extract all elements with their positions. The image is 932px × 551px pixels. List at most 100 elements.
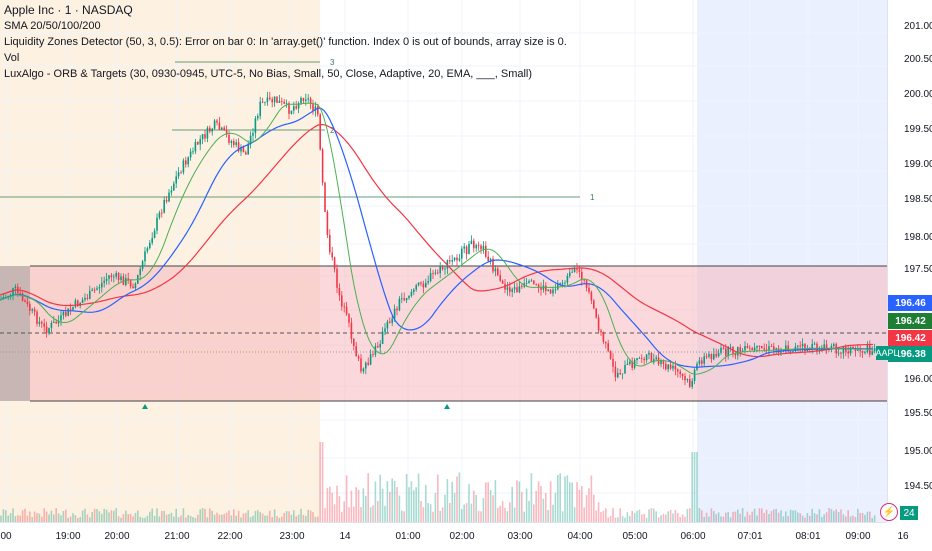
candle-body — [153, 230, 156, 239]
volume-bar — [737, 509, 739, 522]
candle-body — [420, 282, 422, 284]
candle-body — [518, 286, 521, 293]
alerts-counter[interactable]: 24 — [900, 506, 918, 520]
candle-body — [410, 291, 413, 296]
candle-body — [161, 212, 163, 214]
volume-bar — [588, 488, 590, 522]
candle-body — [643, 359, 645, 361]
candle-body — [665, 363, 667, 370]
chart-area[interactable]: 3 2 1 ( Apple Inc · 1 · NASDAQ SMA 20/50… — [0, 0, 887, 522]
sma-legend[interactable]: SMA 20/50/100/200 — [4, 20, 101, 32]
volume-bar — [319, 442, 321, 522]
candle-body — [67, 308, 69, 316]
volume-bar — [24, 508, 26, 522]
candle-body — [216, 120, 218, 123]
candle-body — [300, 97, 302, 104]
volume-bar — [209, 508, 211, 522]
candle-body — [607, 343, 609, 352]
volume-bar — [775, 508, 777, 522]
volume-bar — [103, 508, 105, 522]
volume-bar — [809, 515, 811, 522]
candle-body — [525, 282, 528, 284]
candle-body — [825, 344, 828, 349]
volume-bar — [614, 517, 617, 522]
volume-bar — [161, 510, 163, 522]
candle-body — [833, 344, 835, 346]
volume-bar — [571, 482, 573, 522]
candle-body — [249, 135, 252, 144]
candle-body — [710, 354, 713, 360]
volume-bar — [278, 517, 281, 522]
candle-body — [871, 351, 873, 355]
time-tick-label: 19:00 — [55, 531, 81, 542]
volume-bar — [473, 490, 475, 522]
candle-body — [177, 172, 180, 177]
lzd-legend[interactable]: Liquidity Zones Detector (50, 3, 0.5): E… — [4, 36, 567, 48]
volume-bar — [377, 500, 379, 522]
volume-bar — [386, 481, 389, 522]
volume-bar — [581, 486, 583, 522]
candle-body — [403, 298, 405, 301]
price-chart[interactable]: 3 2 1 ( — [0, 0, 887, 522]
candle-body — [372, 354, 374, 356]
volume-bar — [631, 510, 633, 522]
sma-20-line — [0, 102, 874, 375]
target-label-2: 2 — [330, 126, 335, 135]
volume-bar — [758, 508, 761, 522]
candle-body — [780, 351, 782, 353]
candle-body — [31, 309, 33, 311]
volume-bar — [17, 515, 19, 522]
volume-bar — [511, 486, 513, 522]
volume-bar — [120, 517, 122, 522]
candle-body — [569, 272, 571, 276]
candle-body — [41, 321, 43, 324]
candle-body — [96, 288, 98, 290]
candle-body — [84, 297, 86, 300]
candle-body — [401, 298, 403, 300]
candle-body — [674, 365, 677, 370]
volume-bar — [578, 489, 581, 522]
time-axis[interactable]: 00 19:00 20:00 21:00 22:00 23:00 14 01:00 02:00 0… — [0, 522, 909, 551]
candle-body — [132, 286, 134, 289]
price-tick-label: 194.50 — [904, 481, 932, 492]
candle-body — [314, 106, 317, 111]
volume-bar — [0, 515, 2, 522]
volume-bar — [309, 510, 312, 522]
volume-bar — [677, 513, 679, 522]
candle-body — [773, 346, 775, 351]
buy-signal-arrow — [444, 404, 450, 409]
candle-body — [189, 151, 192, 158]
candle-body — [792, 351, 794, 352]
volume-bar — [542, 498, 545, 522]
time-tick-label: 07:01 — [737, 531, 763, 542]
volume-bar — [117, 516, 120, 522]
volume-bar — [367, 473, 369, 522]
vol-legend[interactable]: Vol — [4, 52, 20, 64]
candle-body — [350, 322, 353, 339]
volume-bar — [475, 494, 477, 522]
volume-bar — [823, 514, 825, 522]
candle-body — [720, 347, 722, 353]
candle-body — [573, 268, 576, 272]
candle-body — [43, 323, 45, 327]
candle-body — [626, 363, 629, 366]
volume-bar — [857, 508, 859, 522]
volume-bar — [425, 484, 427, 522]
volume-bar — [792, 510, 794, 522]
candle-body — [93, 289, 96, 291]
candle-body — [813, 343, 816, 345]
candle-body — [113, 276, 115, 278]
candle-body — [45, 326, 48, 334]
volume-bar — [420, 501, 422, 522]
volume-bar — [813, 513, 816, 522]
price-axis[interactable]: 201.00 200.50 200.00 199.50 199.00 198.50 198.… — [887, 0, 932, 522]
luxalgo-legend[interactable]: LuxAlgo - ORB & Targets (30, 0930-0945, … — [4, 68, 533, 80]
symbol-title[interactable]: Apple Inc · 1 · NASDAQ — [4, 3, 133, 17]
volume-bar — [482, 497, 485, 522]
candle-body — [192, 151, 194, 153]
tradingview-logo-icon[interactable]: ⚡ — [880, 503, 898, 521]
volume-bar — [485, 482, 487, 522]
candle-body — [297, 103, 300, 109]
candle-body — [564, 282, 566, 284]
volume-bar — [307, 509, 309, 522]
